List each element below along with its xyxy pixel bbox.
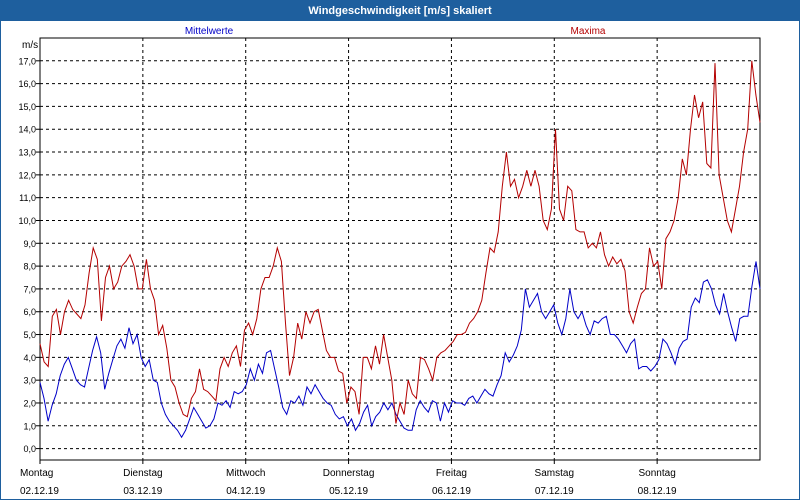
- x-tick-weekday: Mittwoch: [226, 468, 265, 479]
- x-tick-weekday: Montag: [20, 468, 53, 479]
- x-tick-weekday: Freitag: [436, 468, 467, 479]
- y-tick-label: 17,0: [18, 56, 36, 66]
- y-tick-label: 15,0: [18, 102, 36, 112]
- x-tick-weekday: Dienstag: [123, 468, 162, 479]
- y-tick-label: 9,0: [23, 239, 36, 249]
- y-axis-unit: m/s: [22, 40, 38, 51]
- legend-mittelwerte: Mittelwerte: [185, 26, 234, 37]
- window-title: Windgeschwindigkeit [m/s] skaliert: [1, 1, 799, 21]
- y-tick-label: 16,0: [18, 79, 36, 89]
- y-tick-label: 10,0: [18, 216, 36, 226]
- x-tick-weekday: Donnerstag: [323, 468, 375, 479]
- y-axis-ticks: 0,0 1,0 2,0 3,0 4,0 5,0 6,0 7,0 8,0 9,0 10,0 11,0 12…: [18, 56, 40, 454]
- y-tick-label: 3,0: [23, 376, 36, 386]
- y-tick-label: 0,0: [23, 444, 36, 454]
- y-tick-label: 4,0: [23, 353, 36, 363]
- y-tick-label: 6,0: [23, 307, 36, 317]
- y-tick-label: 2,0: [23, 398, 36, 408]
- x-tick-date: 02.12.19: [20, 486, 59, 497]
- x-tick-weekday: Sonntag: [639, 468, 676, 479]
- x-tick-date: 06.12.19: [432, 486, 471, 497]
- x-axis-labels: Montag 02.12.19 Dienstag 03.12.19 Mittwoch 04…: [20, 460, 677, 497]
- x-tick-date: 08.12.19: [638, 486, 677, 497]
- x-tick-date: 05.12.19: [329, 486, 368, 497]
- y-tick-label: 12,0: [18, 170, 36, 180]
- y-tick-label: 13,0: [18, 148, 36, 158]
- y-tick-label: 11,0: [19, 193, 36, 203]
- series-line-maxima: [39, 60, 761, 424]
- grid-lines: [40, 38, 760, 460]
- x-tick-date: 07.12.19: [535, 486, 574, 497]
- plot-area: [39, 37, 761, 461]
- y-tick-label: 14,0: [18, 125, 36, 135]
- series-line-mittelwerte: [39, 261, 761, 439]
- x-tick-weekday: Samstag: [535, 468, 574, 479]
- y-tick-label: 8,0: [23, 262, 36, 272]
- y-tick-label: 5,0: [23, 330, 36, 340]
- x-tick-date: 03.12.19: [123, 486, 162, 497]
- x-tick-date: 04.12.19: [226, 486, 265, 497]
- y-tick-label: 1,0: [23, 421, 36, 431]
- series-lines: [39, 60, 761, 439]
- y-tick-label: 7,0: [23, 284, 36, 294]
- legend-maxima: Maxima: [570, 26, 605, 37]
